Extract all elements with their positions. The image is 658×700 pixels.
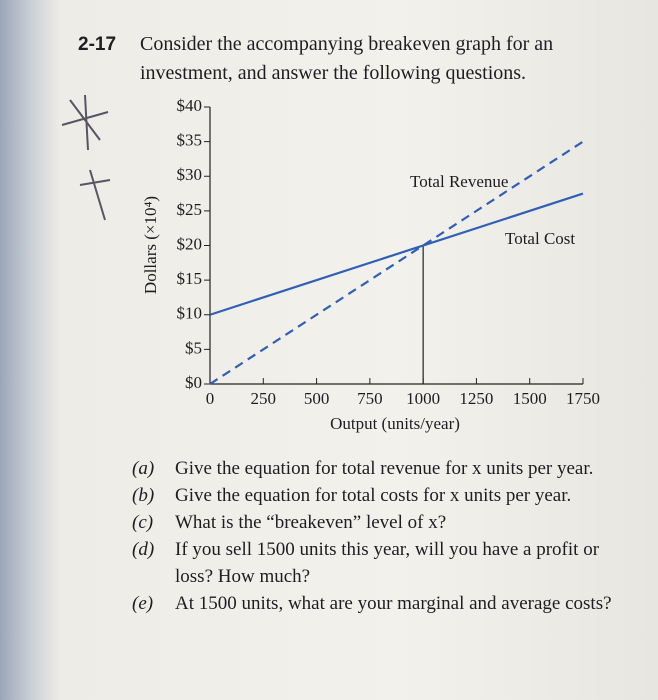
x-tick-label: 1000 xyxy=(406,389,440,408)
x-tick-label: 1750 xyxy=(566,389,600,408)
series-line xyxy=(209,192,584,316)
y-tick-label: $25 xyxy=(177,200,203,219)
question-text: If you sell 1500 units this year, will y… xyxy=(175,539,600,587)
question: (b) Give the equation for total costs for… xyxy=(132,482,612,509)
question: (d) If you sell 1500 units this year, wil… xyxy=(132,536,612,590)
x-axis-label: Output (units/year) xyxy=(330,414,460,433)
y-tick-label: $15 xyxy=(177,269,203,288)
questions: (a) Give the equation for total revenue f… xyxy=(132,455,612,617)
problem-number: 2-17 xyxy=(78,34,117,55)
question-text: What is the “breakeven” level of x? xyxy=(175,512,447,533)
question: (e) At 1500 units, what are your marginal… xyxy=(132,590,612,617)
y-tick-label: $35 xyxy=(177,131,203,150)
y-tick-label: $20 xyxy=(177,234,203,253)
y-tick-label: $40 xyxy=(177,96,203,115)
question-label: (e) xyxy=(132,593,154,614)
question: (c) What is the “breakeven” level of x? xyxy=(132,509,612,536)
series-line xyxy=(209,140,584,385)
chart: Output (units/year) Dollars (×10⁴) $0 $5 $… xyxy=(61,94,600,433)
x-tick-label: 500 xyxy=(304,389,330,408)
question-text: Give the equation for total costs for x … xyxy=(175,485,572,506)
series-label: Total Revenue xyxy=(410,172,508,191)
y-tick-label: $30 xyxy=(177,165,203,184)
question-text: Give the equation for total revenue for … xyxy=(175,458,594,479)
x-tick-label: 0 xyxy=(206,389,215,408)
question-label: (a) xyxy=(132,458,155,479)
question-label: (d) xyxy=(132,539,155,560)
question: (a) Give the equation for total revenue f… xyxy=(132,455,612,482)
question-text: At 1500 units, what are your marginal an… xyxy=(175,593,612,614)
x-tick-label: 1250 xyxy=(459,389,493,408)
intro-line: investment, and answer the following que… xyxy=(140,62,527,84)
scribble xyxy=(61,94,111,221)
question-label: (c) xyxy=(132,512,154,533)
question-label: (b) xyxy=(132,485,155,506)
y-tick-label: $5 xyxy=(185,338,202,357)
series-label: Total Cost xyxy=(505,229,575,248)
y-axis-label: Dollars (×10⁴) xyxy=(141,196,160,294)
intro-line: Consider the accompanying breakeven grap… xyxy=(140,33,554,55)
x-tick-label: 750 xyxy=(357,389,383,408)
y-tick-label: $10 xyxy=(177,304,203,323)
x-tick-label: 250 xyxy=(251,389,277,408)
y-tick-label: $0 xyxy=(185,373,202,392)
x-tick-label: 1500 xyxy=(513,389,547,408)
